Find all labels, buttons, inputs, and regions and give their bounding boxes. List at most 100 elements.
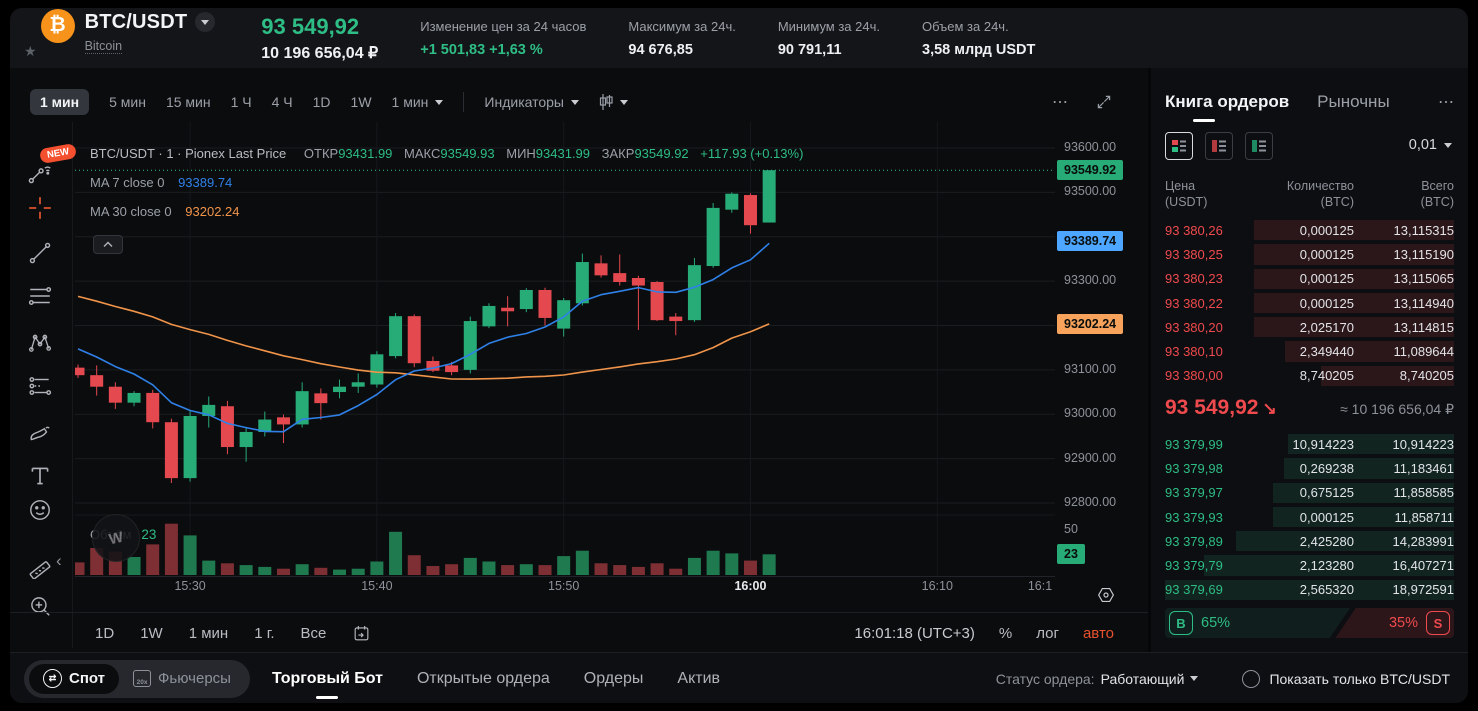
last-trade-row[interactable]: 93 549,92 ↘ ≈ 10 196 656,04 ₽ [1165,396,1454,420]
book-view-modes [1165,132,1273,160]
auto-scale-toggle[interactable]: авто [1082,624,1114,642]
bottom-navigation: ⇄ Спот 20x Фьючерсы Торговый Бот Открыты… [10,652,1468,703]
order-price: 93 380,00 [1165,368,1223,384]
text-tool[interactable] [27,463,53,489]
axis-settings-button[interactable] [1095,584,1117,606]
range-1y[interactable]: 1 г. [254,624,275,642]
chart-toolbar-right: ⋯ [1052,92,1113,112]
bid-row[interactable]: 93 379,93 0,000125 11,858711 [1165,505,1454,529]
pattern-tool[interactable] [27,330,53,356]
stat-label: Изменение цен за 24 часов [420,18,587,34]
measure-tool[interactable] [27,553,53,579]
col-amount: Количество [1286,179,1354,193]
ma7-value: 93389.74 [178,175,233,190]
forecast-tool[interactable] [27,373,53,399]
ask-row[interactable]: 93 380,20 2,025170 13,114815 [1165,315,1454,339]
crosshair-tool[interactable] [27,195,53,221]
spot-switch[interactable]: ⇄ Спот [29,663,120,694]
order-total: 13,115065 [1393,271,1455,287]
fullscreen-icon[interactable] [1095,93,1113,111]
price-axis[interactable]: 93600.0093500.0093400.0093300.0093200.00… [1055,122,1148,592]
range-all[interactable]: Все [300,624,327,642]
time-axis[interactable]: 15:30 15:40 15:50 16:00 16:10 16:1 [75,579,1055,601]
ask-row[interactable]: 93 380,26 0,000125 13,115315 [1165,218,1454,242]
trend-line-icon [29,242,51,264]
horizontal-lines-icon [28,287,52,305]
candlestick-chart[interactable] [75,122,1055,577]
axis-price-label: 93202.24 [1057,314,1124,335]
emoji-tool[interactable] [27,497,53,523]
tab-trading-bot[interactable]: Торговый Бот [272,670,383,699]
futures-switch[interactable]: 20x Фьючерсы [119,664,245,694]
bid-row[interactable]: 93 379,98 0,269238 11,183461 [1165,456,1454,480]
tf-custom-dropdown[interactable]: 1 мин [392,94,444,110]
percent-scale-toggle[interactable]: % [998,624,1013,642]
axis-price-label: 92900.00 [1064,450,1117,465]
depth-bar [1273,482,1454,503]
ask-row[interactable]: 93 380,23 0,000125 13,115065 [1165,267,1454,291]
tf-1w[interactable]: 1W [350,94,372,110]
order-total: 16,407271 [1392,558,1454,574]
tf-1d[interactable]: 1D [312,94,331,110]
sell-tag: S [1426,611,1450,635]
collapse-indicators-button[interactable] [93,235,123,254]
tab-orders[interactable]: Ордеры [583,669,644,687]
chart-style-button[interactable] [599,94,628,110]
tab-market-trades[interactable]: Рыночны [1317,92,1390,111]
coin-name-link[interactable]: Bitcoin [84,38,123,54]
stat-volume-24h: Объем за 24ч. 3,58 млрд USDT [922,19,1035,58]
chart-clock[interactable]: 16:01:18 (UTC+3) [854,624,975,642]
bid-row[interactable]: 93 379,69 2,565320 18,972591 [1165,578,1454,602]
bid-row[interactable]: 93 379,97 0,675125 11,858585 [1165,481,1454,505]
ask-row[interactable]: 93 380,10 2,349440 11,089644 [1165,339,1454,363]
brush-icon [30,426,50,441]
view-bids-only-button[interactable] [1245,132,1273,160]
view-asks-only-button[interactable] [1205,132,1233,160]
ask-row[interactable]: 93 380,25 0,000125 13,115190 [1165,242,1454,266]
indicators-button[interactable]: Индикаторы [484,94,579,110]
depth-bar [1254,244,1454,265]
buy-ratio-fill [1165,608,1350,638]
range-1d[interactable]: 1D [95,624,115,642]
zoom-in-tool[interactable] [27,593,53,619]
go-to-date-icon[interactable] [352,624,371,643]
order-amount: 0,675125 [1299,485,1354,501]
precision-select[interactable]: 0,01 [1409,137,1452,153]
axis-time-label: 15:50 [548,579,580,593]
chevron-down-icon [1190,676,1199,681]
tf-15min[interactable]: 15 мин [165,94,211,110]
zoom-in-icon [31,597,50,616]
favorite-star-icon[interactable]: ★ [24,42,37,59]
order-book-more-icon[interactable]: ⋯ [1438,94,1455,111]
ma7-legend: MA 7 close 0 93389.74 [90,173,803,193]
tab-open-orders[interactable]: Открытые ордера [416,669,550,687]
tf-5min[interactable]: 5 мин [109,94,146,110]
tab-assets[interactable]: Актив [677,669,721,687]
tf-4h[interactable]: 4 Ч [271,94,293,110]
range-1min[interactable]: 1 мин [188,624,229,642]
axis-price-label: 93300.00 [1064,273,1117,288]
ask-row[interactable]: 93 380,00 8,740205 8,740205 [1165,364,1454,388]
more-options-icon[interactable]: ⋯ [1052,94,1069,111]
scroll-left-icon[interactable]: ‹ [56,551,62,570]
filter-pair-checkbox[interactable]: Показать только BTC/USDT [1242,669,1450,688]
bid-row[interactable]: 93 379,79 2,123280 16,407271 [1165,553,1454,577]
ask-row[interactable]: 93 380,22 0,000125 13,114940 [1165,291,1454,315]
range-1w[interactable]: 1W [140,624,163,642]
change-value: +117.93 (+0.13%) [700,146,804,161]
order-status-select[interactable]: Статус ордера: Работающий [996,671,1199,687]
view-both-sides-button[interactable] [1165,132,1193,160]
bid-row[interactable]: 93 379,99 10,914223 10,914223 [1165,432,1454,456]
log-scale-toggle[interactable]: лог [1036,624,1059,642]
order-total: 8,740205 [1399,368,1454,384]
tf-1min[interactable]: 1 мин [30,89,90,115]
bid-row[interactable]: 93 379,89 2,425280 14,283991 [1165,529,1454,553]
pair-dropdown[interactable] [195,12,216,32]
fib-lines-tool[interactable] [27,283,53,309]
magic-trend-tool[interactable]: NEW [27,142,78,186]
tab-order-book[interactable]: Книга ордеров [1165,92,1289,122]
trend-line-tool[interactable] [27,240,53,266]
axis-time-label: 16:1 [1027,579,1053,593]
tf-1h[interactable]: 1 Ч [230,94,252,110]
brush-tool[interactable] [27,420,53,446]
